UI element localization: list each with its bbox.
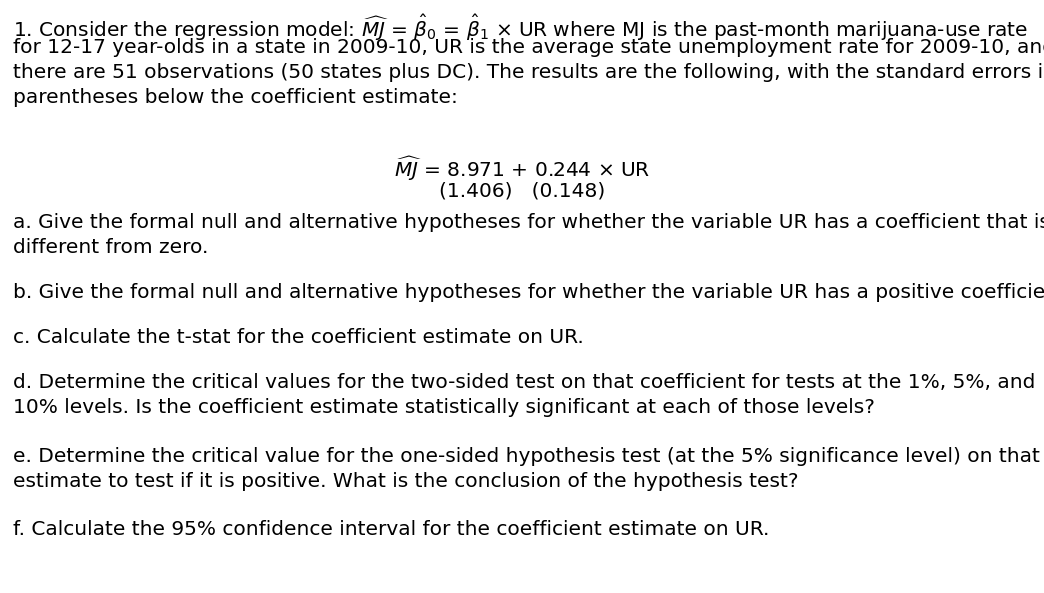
Text: f. Calculate the 95% confidence interval for the coefficient estimate on UR.: f. Calculate the 95% confidence interval… <box>13 520 769 539</box>
Text: e. Determine the critical value for the one-sided hypothesis test (at the 5% sig: e. Determine the critical value for the … <box>13 447 1040 466</box>
Text: d. Determine the critical values for the two-sided test on that coefficient for : d. Determine the critical values for the… <box>13 373 1036 392</box>
Text: for 12-17 year-olds in a state in 2009-10, UR is the average state unemployment : for 12-17 year-olds in a state in 2009-1… <box>13 38 1044 57</box>
Text: c. Calculate the t-stat for the coefficient estimate on UR.: c. Calculate the t-stat for the coeffici… <box>13 328 584 347</box>
Text: 10% levels. Is the coefficient estimate statistically significant at each of tho: 10% levels. Is the coefficient estimate … <box>13 398 875 417</box>
Text: there are 51 observations (50 states plus DC). The results are the following, wi: there are 51 observations (50 states plu… <box>13 63 1044 82</box>
Text: 1. Consider the regression model: $\widehat{MJ}$ = $\hat{\beta}_0$ = $\hat{\beta: 1. Consider the regression model: $\wide… <box>13 13 1028 43</box>
Text: estimate to test if it is positive. What is the conclusion of the hypothesis tes: estimate to test if it is positive. What… <box>13 472 799 491</box>
Text: different from zero.: different from zero. <box>13 238 209 257</box>
Text: $\widehat{MJ}$ = 8.971 + 0.244 × UR: $\widehat{MJ}$ = 8.971 + 0.244 × UR <box>394 155 650 183</box>
Text: parentheses below the coefficient estimate:: parentheses below the coefficient estima… <box>13 88 458 107</box>
Text: (1.406)   (0.148): (1.406) (0.148) <box>438 182 606 201</box>
Text: a. Give the formal null and alternative hypotheses for whether the variable UR h: a. Give the formal null and alternative … <box>13 213 1044 232</box>
Text: b. Give the formal null and alternative hypotheses for whether the variable UR h: b. Give the formal null and alternative … <box>13 283 1044 302</box>
